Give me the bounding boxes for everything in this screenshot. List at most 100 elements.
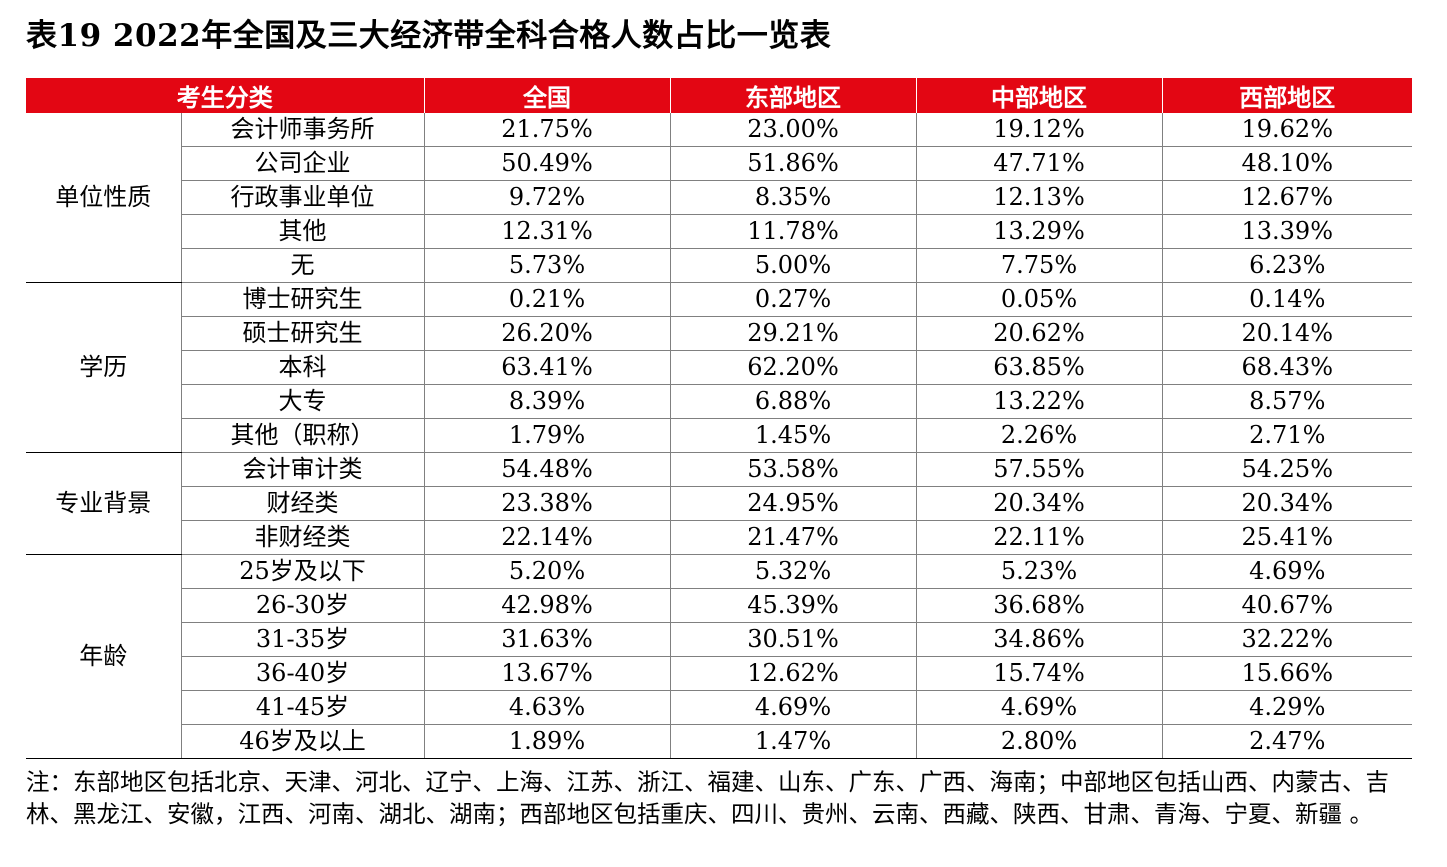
value-cell: 5.00% — [669, 248, 916, 283]
value-cell: 0.14% — [1161, 282, 1412, 317]
group-label: 专业背景 — [26, 452, 181, 555]
value-cell: 5.20% — [423, 554, 670, 589]
table-row: 本科 63.41% 62.20% 63.85% 68.43% — [26, 350, 1412, 385]
value-cell: 0.27% — [669, 282, 916, 317]
header-category: 考生分类 — [26, 78, 424, 113]
table-row: 41-45岁 4.63% 4.69% 4.69% 4.29% — [26, 690, 1412, 725]
group-label: 学历 — [26, 282, 181, 453]
header-east: 东部地区 — [669, 78, 916, 113]
value-cell: 13.22% — [915, 384, 1162, 419]
value-cell: 8.39% — [423, 384, 670, 419]
table-row: 36-40岁 13.67% 12.62% 15.74% 15.66% — [26, 656, 1412, 691]
row-label: 其他（职称） — [180, 418, 424, 453]
value-cell: 1.47% — [669, 724, 916, 759]
value-cell: 2.26% — [915, 418, 1162, 453]
value-cell: 57.55% — [915, 452, 1162, 487]
table-row: 单位性质 会计师事务所 21.75% 23.00% 19.12% 19.62% — [26, 113, 1412, 283]
value-cell: 4.29% — [1161, 690, 1412, 725]
table-row: 其他（职称） 1.79% 1.45% 2.26% 2.71% — [26, 418, 1412, 453]
value-cell: 4.69% — [669, 690, 916, 725]
table-row: 26-30岁 42.98% 45.39% 36.68% 40.67% — [26, 588, 1412, 623]
value-cell: 6.23% — [1161, 248, 1412, 283]
value-cell: 2.47% — [1161, 724, 1412, 759]
value-cell: 54.25% — [1161, 452, 1412, 487]
value-cell: 1.89% — [423, 724, 670, 759]
row-label: 无 — [180, 248, 424, 283]
value-cell: 68.43% — [1161, 350, 1412, 385]
header-central: 中部地区 — [915, 78, 1162, 113]
value-cell: 63.41% — [423, 350, 670, 385]
value-cell: 12.67% — [1161, 180, 1412, 215]
value-cell: 63.85% — [915, 350, 1162, 385]
value-cell: 0.05% — [915, 282, 1162, 317]
value-cell: 2.71% — [1161, 418, 1412, 453]
value-cell: 21.47% — [669, 520, 916, 555]
value-cell: 7.75% — [915, 248, 1162, 283]
table-row: 学历 博士研究生 0.21% 0.27% 0.05% 0.14% — [26, 282, 1412, 453]
value-cell: 8.57% — [1161, 384, 1412, 419]
table-row: 专业背景 会计审计类 54.48% 53.58% 57.55% 54.25% — [26, 452, 1412, 555]
table-row: 无 5.73% 5.00% 7.75% 6.23% — [26, 248, 1412, 283]
table-row: 财经类 23.38% 24.95% 20.34% 20.34% — [26, 486, 1412, 521]
row-label: 本科 — [180, 350, 424, 385]
value-cell: 4.69% — [915, 690, 1162, 725]
value-cell: 40.67% — [1161, 588, 1412, 623]
table-row: 公司企业 50.49% 51.86% 47.71% 48.10% — [26, 146, 1412, 181]
value-cell: 26.20% — [423, 316, 670, 351]
value-cell: 4.63% — [423, 690, 670, 725]
value-cell: 6.88% — [669, 384, 916, 419]
row-label: 博士研究生 — [180, 282, 424, 317]
row-label: 26-30岁 — [180, 588, 424, 623]
value-cell: 54.48% — [423, 452, 670, 487]
value-cell: 23.38% — [423, 486, 670, 521]
value-cell: 1.79% — [423, 418, 670, 453]
value-cell: 30.51% — [669, 622, 916, 657]
group-label: 年龄 — [26, 554, 181, 759]
row-label: 非财经类 — [180, 520, 424, 555]
row-label: 25岁及以下 — [180, 554, 424, 589]
value-cell: 15.74% — [915, 656, 1162, 691]
table-row: 非财经类 22.14% 21.47% 22.11% 25.41% — [26, 520, 1412, 555]
header-west: 西部地区 — [1161, 78, 1412, 113]
table-row: 行政事业单位 9.72% 8.35% 12.13% 12.67% — [26, 180, 1412, 215]
row-label: 46岁及以上 — [180, 724, 424, 759]
row-label: 大专 — [180, 384, 424, 419]
row-label: 行政事业单位 — [180, 180, 424, 215]
value-cell: 5.32% — [669, 554, 916, 589]
value-cell: 20.34% — [1161, 486, 1412, 521]
value-cell: 15.66% — [1161, 656, 1412, 691]
header-national: 全国 — [423, 78, 670, 113]
value-cell: 19.12% — [915, 113, 1162, 147]
value-cell: 48.10% — [1161, 146, 1412, 181]
row-label: 会计师事务所 — [180, 113, 424, 147]
value-cell: 13.29% — [915, 214, 1162, 249]
value-cell: 2.80% — [915, 724, 1162, 759]
row-label: 41-45岁 — [180, 690, 424, 725]
value-cell: 5.73% — [423, 248, 670, 283]
table-row: 大专 8.39% 6.88% 13.22% 8.57% — [26, 384, 1412, 419]
data-table: 考生分类 全国 东部地区 中部地区 西部地区 单位性质 会计师事务所 21.75% 2… — [26, 78, 1412, 759]
row-label: 财经类 — [180, 486, 424, 521]
value-cell: 8.35% — [669, 180, 916, 215]
value-cell: 20.14% — [1161, 316, 1412, 351]
table-row: 年龄 25岁及以下 5.20% 5.32% 5.23% 4.69% — [26, 554, 1412, 759]
value-cell: 20.62% — [915, 316, 1162, 351]
table-row: 46岁及以上 1.89% 1.47% 2.80% 2.47% — [26, 724, 1412, 759]
footnote: 注：东部地区包括北京、天津、河北、辽宁、上海、江苏、浙江、福建、山东、广东、广西… — [26, 768, 1389, 828]
value-cell: 45.39% — [669, 588, 916, 623]
value-cell: 29.21% — [669, 316, 916, 351]
value-cell: 1.45% — [669, 418, 916, 453]
table-row: 31-35岁 31.63% 30.51% 34.86% 32.22% — [26, 622, 1412, 657]
table-header: 考生分类 全国 东部地区 中部地区 西部地区 — [26, 78, 1412, 113]
value-cell: 53.58% — [669, 452, 916, 487]
value-cell: 24.95% — [669, 486, 916, 521]
value-cell: 22.11% — [915, 520, 1162, 555]
value-cell: 51.86% — [669, 146, 916, 181]
table-row: 硕士研究生 26.20% 29.21% 20.62% 20.14% — [26, 316, 1412, 351]
value-cell: 23.00% — [669, 113, 916, 147]
value-cell: 34.86% — [915, 622, 1162, 657]
value-cell: 50.49% — [423, 146, 670, 181]
table-row: 其他 12.31% 11.78% 13.29% 13.39% — [26, 214, 1412, 249]
value-cell: 12.62% — [669, 656, 916, 691]
row-label: 其他 — [180, 214, 424, 249]
